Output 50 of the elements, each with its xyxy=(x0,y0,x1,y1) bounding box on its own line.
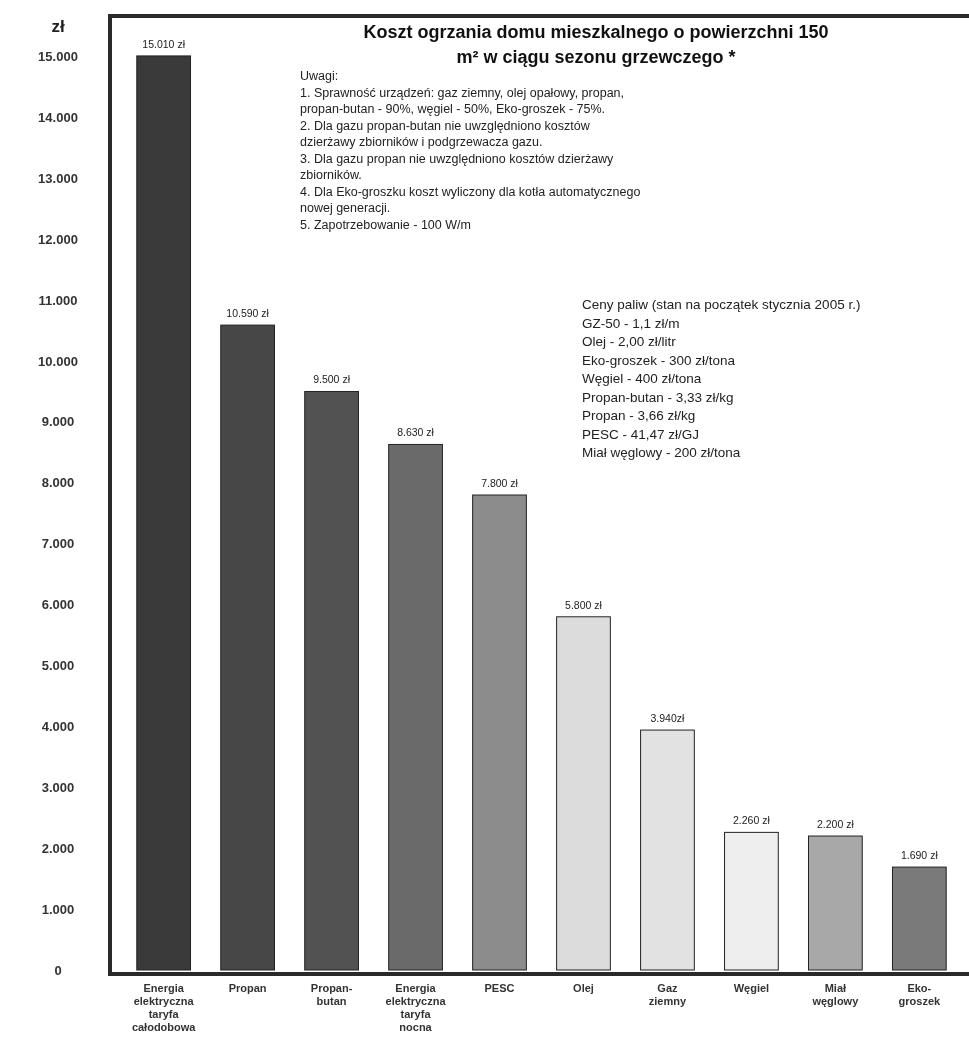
text: Koszt ogrzania domu mieszkalnego o powierzchni 150 m² w ciągu sezonu grzewczego * xyxy=(363,22,829,67)
data-label: 10.590 zł xyxy=(226,307,270,320)
data-label: 3.940zł xyxy=(650,712,686,725)
y-tick-label: 15.000 xyxy=(38,49,78,65)
y-tick-label: 11.000 xyxy=(38,292,78,308)
data-label: 5.800 zł xyxy=(565,598,603,611)
data-label: 7.800 zł xyxy=(481,477,519,489)
y-tick-label: 3.000 xyxy=(41,779,75,795)
data-label: 2.200 zł xyxy=(816,818,855,831)
data-label: 15.010 zł xyxy=(142,37,186,50)
x-tick-label: Energia elektryczna taryfa nocna xyxy=(385,982,447,1033)
text: Uwagi: 1. Sprawność urządzeń: gaz ziemny, olej opałowy, propan, propan-butan - 90%, węgiel - 50%, Eko-groszek - 75%. 2. Dla gazu propan-butan nie uwzględniono kosztów dzierżawy zbiorników i podgrzewacza gazu. 3. Dla gazu propan nie uwzględniono kosztów dzierżawy zbiorników. 4. Dla Eko-groszku koszt wyliczony dla kotła automatycznego nowej generacji. 5. Zapotrzebowanie - 100 W/m xyxy=(300,69,641,232)
y-tick-label: 2.000 xyxy=(41,840,75,856)
x-tick-label: Propan-butan xyxy=(310,982,353,1007)
text: Ceny paliw (stan na początek stycznia 2005 r.) GZ-50 - 1,1 zł/m Olej - 2,00 zł/litr Eko-groszek - 300 zł/tona Węgiel - 400 zł/tona Propan-butan - 3,33 zł/kg Propan - 3,66 zł/kg PESC - 41,47 zł/GJ Miał węglowy - 200 zł/tona xyxy=(582,297,861,460)
x-tick-label: Olej xyxy=(573,982,594,994)
bar xyxy=(388,443,443,971)
y-axis-title: zł xyxy=(51,17,65,36)
y-tick-label: 7.000 xyxy=(41,536,75,552)
x-tick-label: Propan xyxy=(228,982,267,994)
bar xyxy=(556,616,611,971)
data-label: 8.630 zł xyxy=(397,426,435,439)
y-tick-label: 6.000 xyxy=(41,597,75,613)
y-tick-label: 1.000 xyxy=(41,901,75,917)
y-tick-label: 13.000 xyxy=(38,170,78,186)
x-tick-label: Eko-groszek xyxy=(898,982,941,1007)
x-tick-label: Gaz ziemny xyxy=(648,982,687,1007)
bar xyxy=(724,831,779,971)
y-tick-label: 12.000 xyxy=(38,231,78,247)
bar xyxy=(472,494,527,971)
data-label: 2.260 zł xyxy=(733,814,771,827)
y-tick-label: 10.000 xyxy=(38,353,78,369)
bar xyxy=(136,55,192,971)
y-tick-label: 9.000 xyxy=(41,414,75,430)
bar xyxy=(891,866,947,971)
bar xyxy=(808,835,863,971)
data-label: 9.500 zł xyxy=(313,373,351,386)
x-tick-label: PESC xyxy=(484,982,515,994)
x-tick-label: Energia elektryczna taryfa całodobowa xyxy=(131,982,197,1033)
bar xyxy=(304,390,359,971)
y-tick-label: 0 xyxy=(54,962,62,978)
x-tick-label: Miał węglowy xyxy=(811,982,860,1007)
x-tick-label: Węgiel xyxy=(733,982,770,994)
y-tick-label: 14.000 xyxy=(38,109,78,125)
data-label: 1.690 zł xyxy=(900,849,939,862)
bar xyxy=(220,324,275,971)
y-tick-label: 5.000 xyxy=(41,658,75,674)
bar xyxy=(640,729,695,971)
y-tick-label: 4.000 xyxy=(41,718,75,734)
y-tick-label: 8.000 xyxy=(41,475,75,491)
